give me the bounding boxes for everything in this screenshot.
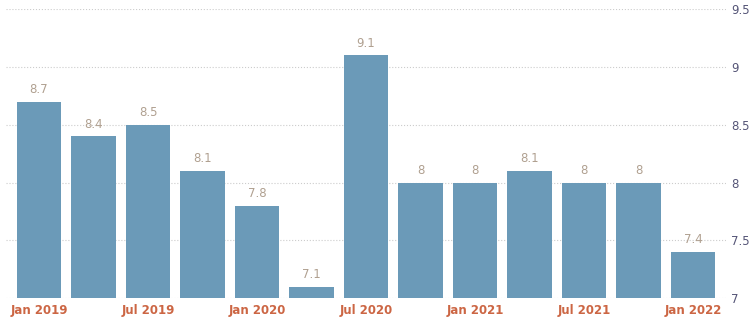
Bar bbox=[71, 136, 116, 298]
Bar bbox=[180, 171, 225, 298]
Text: 8: 8 bbox=[417, 164, 425, 177]
Text: 8.4: 8.4 bbox=[84, 117, 103, 131]
Text: 8.1: 8.1 bbox=[193, 152, 212, 165]
Text: 8.5: 8.5 bbox=[139, 106, 158, 119]
Bar bbox=[452, 183, 498, 298]
Bar bbox=[398, 183, 443, 298]
Text: 8.1: 8.1 bbox=[520, 152, 539, 165]
Bar bbox=[290, 287, 334, 298]
Text: 7.8: 7.8 bbox=[248, 187, 266, 200]
Text: 7.4: 7.4 bbox=[684, 233, 702, 246]
Bar bbox=[17, 102, 61, 298]
Bar bbox=[126, 125, 170, 298]
Bar bbox=[234, 206, 280, 298]
Text: 7.1: 7.1 bbox=[302, 268, 321, 281]
Text: 8.7: 8.7 bbox=[29, 83, 48, 96]
Bar bbox=[344, 56, 388, 298]
Bar bbox=[616, 183, 661, 298]
Bar bbox=[562, 183, 606, 298]
Text: 8: 8 bbox=[635, 164, 642, 177]
Text: 8: 8 bbox=[471, 164, 479, 177]
Bar bbox=[670, 252, 716, 298]
Text: 9.1: 9.1 bbox=[357, 37, 375, 50]
Bar bbox=[507, 171, 552, 298]
Text: 8: 8 bbox=[581, 164, 587, 177]
